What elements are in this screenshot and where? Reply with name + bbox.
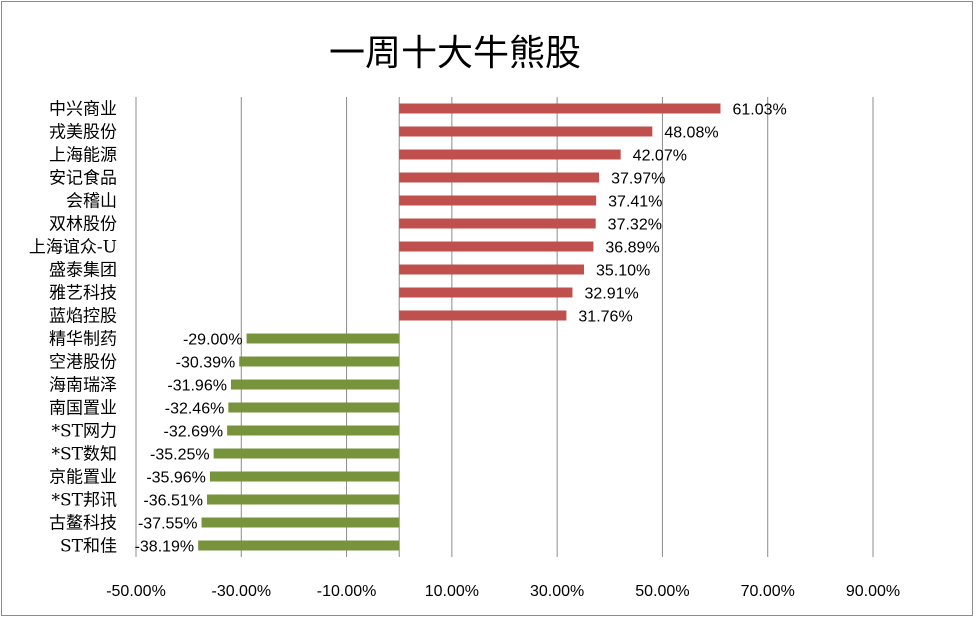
bar <box>399 287 573 298</box>
data-label: 61.03% <box>732 102 786 119</box>
bar <box>230 379 400 390</box>
data-label: -32.46% <box>165 401 225 418</box>
category-label: 上海谊众-U <box>29 238 117 258</box>
category-label: 古鳌科技 <box>49 514 117 534</box>
category-label: 空港股份 <box>49 353 117 373</box>
category-label: 安记食品 <box>49 169 117 189</box>
bar <box>201 517 400 528</box>
category-label: 双林股份 <box>49 215 117 235</box>
category-label: 精华制药 <box>49 330 117 350</box>
gridlines <box>135 97 874 557</box>
category-label: 蓝焰控股 <box>49 307 117 327</box>
data-label: 35.10% <box>596 263 650 280</box>
bar <box>399 126 653 137</box>
data-label: -38.19% <box>135 539 195 556</box>
data-label: -29.00% <box>183 332 243 349</box>
data-label: -35.96% <box>146 470 206 487</box>
data-label: 37.41% <box>608 194 662 211</box>
bar <box>399 195 597 206</box>
data-label: 37.32% <box>608 217 662 234</box>
bar <box>399 264 584 275</box>
category-label: 京能置业 <box>49 468 117 488</box>
data-label: -31.96% <box>167 378 227 395</box>
bar <box>399 172 600 183</box>
data-label: 37.97% <box>611 171 665 188</box>
bar <box>213 448 400 459</box>
category-label: 雅艺科技 <box>49 284 117 304</box>
data-label: 48.08% <box>664 125 718 142</box>
x-tick-label: 50.00% <box>635 583 689 600</box>
bar <box>399 149 621 160</box>
bar <box>198 540 400 551</box>
category-label: 上海能源 <box>49 146 117 166</box>
bar <box>239 356 400 367</box>
x-tick-label: 10.00% <box>425 583 479 600</box>
chart-title: 一周十大牛熊股 <box>328 33 581 74</box>
data-label: 32.91% <box>584 286 638 303</box>
data-label: -30.39% <box>176 355 236 372</box>
category-label: 会稽山 <box>66 192 117 212</box>
bar <box>399 241 594 252</box>
category-label: 戎美股份 <box>49 123 117 143</box>
bar <box>228 402 400 413</box>
bar <box>209 471 400 482</box>
category-label: 海南瑞泽 <box>49 376 117 396</box>
category-label: *ST网力 <box>52 422 118 442</box>
bar <box>399 103 721 114</box>
x-tick-label: 90.00% <box>846 583 900 600</box>
bars <box>198 103 721 551</box>
x-tick-label: 30.00% <box>530 583 584 600</box>
category-label: 南国置业 <box>49 399 117 419</box>
bar <box>227 425 400 436</box>
category-label: ST和佳 <box>60 537 117 557</box>
x-tick-label: -50.00% <box>106 583 166 600</box>
data-label: 36.89% <box>605 240 659 257</box>
bar <box>246 333 400 344</box>
x-tick-label: -10.00% <box>317 583 377 600</box>
category-label: *ST邦讯 <box>52 491 118 511</box>
x-tick-labels: -50.00% -30.00% -10.00% 10.00% 30.00% 50.00% 7… <box>106 583 900 600</box>
value-labels: 61.03% 48.08% 42.07% 37.97% 37.41% 37.32% 36.8… <box>135 102 787 556</box>
category-label: 盛泰集团 <box>49 261 117 281</box>
data-label: 31.76% <box>578 309 632 326</box>
category-label: *ST数知 <box>52 445 118 465</box>
category-label: 中兴商业 <box>49 100 117 120</box>
data-label: 42.07% <box>633 148 687 165</box>
bar <box>399 310 567 321</box>
data-label: -35.25% <box>150 447 210 464</box>
data-label: -37.55% <box>138 516 198 533</box>
data-label: -32.69% <box>164 424 224 441</box>
x-tick-label: 70.00% <box>741 583 795 600</box>
bar <box>399 218 596 229</box>
x-tick-label: -30.00% <box>211 583 271 600</box>
bar <box>207 494 400 505</box>
data-label: -36.51% <box>143 493 203 510</box>
